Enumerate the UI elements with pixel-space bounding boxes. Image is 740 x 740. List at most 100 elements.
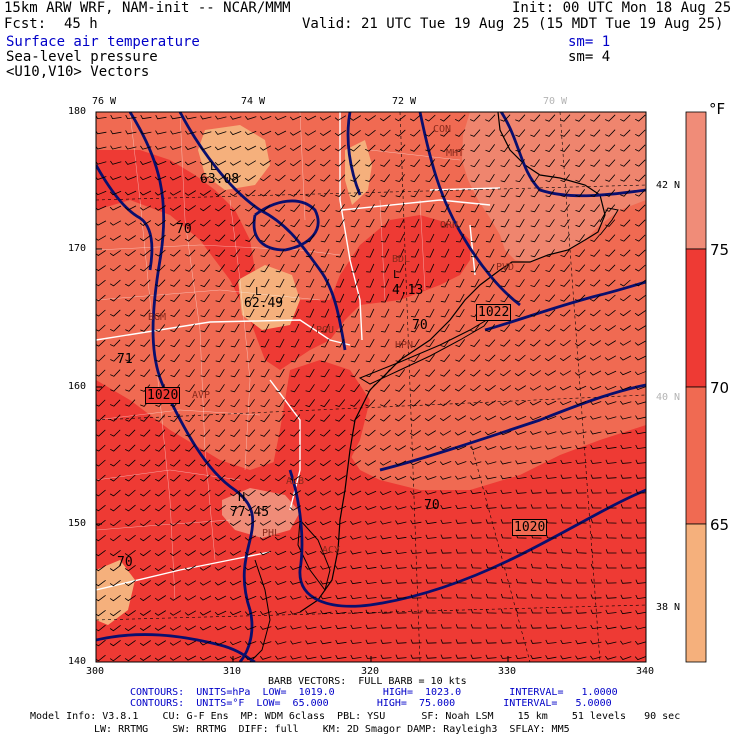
wind-barb [229, 595, 242, 601]
wind-barb [290, 308, 300, 318]
wind-barb [619, 279, 631, 287]
wind-barb [320, 625, 332, 630]
wind-barb [470, 563, 482, 569]
wind-barb [394, 414, 406, 422]
wind-barb [109, 579, 121, 587]
wind-barb [304, 159, 316, 167]
wind-barb [605, 430, 617, 435]
wind-barb [245, 399, 255, 408]
wind-barb [244, 611, 257, 616]
wind-barb [515, 279, 525, 288]
wind-barb [290, 625, 302, 630]
wind-barb [259, 596, 272, 601]
wind-barb [200, 384, 210, 393]
wind-barb [455, 593, 467, 599]
wind-barb [199, 655, 212, 661]
wind-barb [335, 595, 347, 600]
wind-barb [635, 579, 646, 584]
wind-barb [154, 519, 166, 527]
wind-barb [140, 339, 151, 347]
wind-barb [320, 218, 330, 228]
wind-barb [139, 205, 152, 211]
wind-barb [365, 323, 375, 333]
wind-barb [440, 159, 451, 168]
wind-barb [515, 609, 527, 614]
wind-barb [380, 144, 391, 152]
grid-lat-42n [96, 184, 646, 201]
wind-barb [169, 519, 181, 527]
wind-barb [635, 504, 646, 509]
wind-barb [470, 248, 480, 258]
wind-barb [545, 219, 555, 228]
lon-label-72w: 72 W [392, 96, 417, 107]
wind-barb [454, 445, 467, 451]
wind-barb [260, 338, 270, 348]
wind-barb [169, 190, 182, 196]
wind-barb [335, 338, 345, 348]
wind-barb [560, 204, 570, 213]
wind-barb [515, 263, 525, 273]
wind-barb [515, 203, 525, 213]
wind-barb [184, 535, 196, 542]
wind-barb [320, 338, 330, 348]
wind-barb [215, 353, 225, 363]
wind-barb [590, 563, 602, 569]
wind-barb [305, 399, 316, 408]
colorbar-label-75: 75 [710, 241, 730, 259]
temperature-warm-spot [222, 488, 300, 538]
wind-barb [259, 640, 272, 645]
wind-barb [109, 250, 121, 257]
wind-barb [440, 564, 452, 569]
wind-barb [440, 188, 450, 198]
wind-barb [154, 175, 167, 181]
wind-barb [439, 415, 451, 422]
wind-barb [124, 190, 137, 196]
wind-barb [215, 384, 225, 393]
wind-barb [350, 414, 361, 422]
wind-barb [634, 294, 646, 302]
wind-barb [410, 549, 422, 554]
wind-barb [139, 161, 152, 165]
wind-barb [590, 640, 602, 645]
wind-barb [379, 505, 392, 510]
wind-barb [425, 490, 437, 495]
wind-barb [230, 383, 240, 393]
wind-barb [529, 430, 542, 435]
wind-barb [169, 565, 181, 571]
northeast-cool-region [450, 112, 646, 330]
wind-barb [395, 535, 407, 540]
wind-barb [229, 550, 242, 556]
wind-barb [275, 625, 287, 630]
wind-barb [244, 520, 257, 526]
wind-barb [635, 489, 646, 494]
wind-barb [289, 505, 302, 511]
wind-barb [515, 324, 526, 332]
wind-barb [590, 294, 601, 302]
wind-barb [230, 323, 240, 333]
wind-barb [440, 624, 452, 629]
wind-barb [350, 654, 362, 660]
wind-barb [139, 610, 151, 616]
wind-barb [274, 174, 286, 182]
temperature-cool-pocket-3 [345, 140, 372, 205]
wind-barb [335, 580, 347, 585]
wind-barb [560, 609, 572, 614]
wind-barb [200, 414, 211, 422]
wind-barb [214, 580, 227, 586]
wind-barb [485, 173, 495, 183]
wind-barb [245, 204, 256, 212]
wind-barb [425, 308, 435, 318]
wind-barb [485, 324, 496, 333]
model-info-line1: Model Info: V3.8.1 CU: G-F Ens MP: WDM 6… [30, 711, 681, 722]
wind-barb [321, 293, 330, 303]
wind-barb [424, 399, 436, 407]
wind-barb [365, 579, 377, 585]
wind-barb [396, 278, 405, 288]
wind-barb [440, 278, 450, 288]
wind-barb [350, 609, 362, 615]
wind-barb [215, 219, 226, 227]
wind-barb [440, 594, 452, 599]
wind-barb [289, 580, 302, 585]
wind-barb [364, 506, 377, 510]
wind-barb [170, 369, 181, 378]
